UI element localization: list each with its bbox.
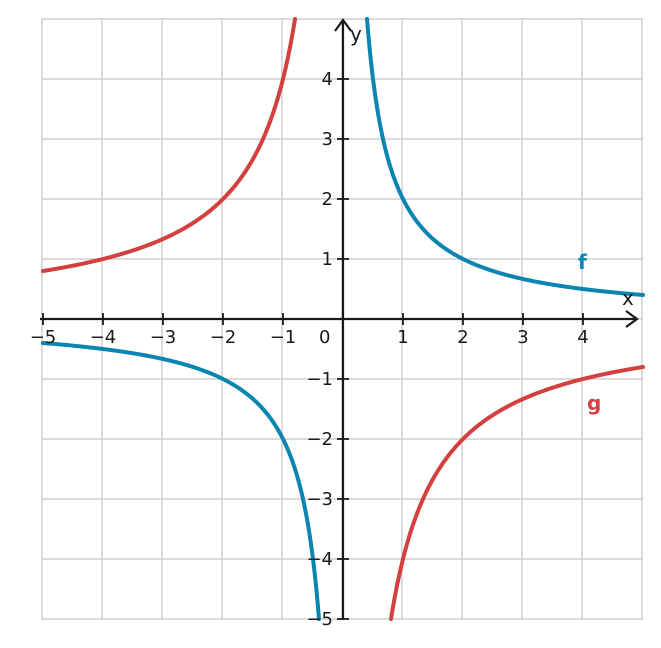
x-axis-label: x — [622, 286, 634, 310]
y-tick-label: −5 — [306, 609, 333, 630]
x-tick-label: 3 — [517, 327, 528, 348]
y-axis-arrow-icon — [334, 18, 352, 32]
series-f-branch-left — [41, 341, 321, 621]
x-tick-label: −1 — [270, 327, 297, 348]
x-tick-label: −2 — [210, 327, 237, 348]
x-tick-label: −4 — [90, 327, 117, 348]
y-tick-label: 1 — [322, 249, 333, 270]
y-tick-label: −4 — [306, 549, 333, 570]
x-tick-label: −5 — [30, 327, 57, 348]
y-tick-label: 3 — [322, 129, 333, 150]
y-tick-label: 2 — [322, 189, 333, 210]
y-tick-label: 4 — [322, 69, 333, 90]
series-f-branch-right — [365, 17, 645, 297]
y-tick-label: −1 — [306, 369, 333, 390]
x-tick-label: 2 — [457, 327, 468, 348]
x-tick-label: −3 — [150, 327, 177, 348]
x-tick-label: 1 — [397, 327, 408, 348]
series-label-g: g — [587, 391, 601, 415]
origin-label: 0 — [319, 327, 330, 348]
labels: x y 0 f g — [319, 22, 634, 415]
series-g-branch-left — [41, 17, 297, 273]
curves — [41, 17, 645, 621]
series-label-f: f — [578, 250, 587, 274]
series-g-branch-right — [389, 365, 645, 621]
ticks: −5 −4 −3 −2 −1 1 2 3 4 4 3 2 1 −1 −2 −3 −4 −5 — [30, 69, 589, 630]
y-tick-label: −2 — [306, 429, 333, 450]
x-axis-arrow-icon — [625, 310, 639, 328]
axes — [40, 18, 639, 620]
y-axis-label: y — [350, 22, 362, 46]
x-tick-label: 4 — [577, 327, 588, 348]
y-tick-label: −3 — [306, 489, 333, 510]
